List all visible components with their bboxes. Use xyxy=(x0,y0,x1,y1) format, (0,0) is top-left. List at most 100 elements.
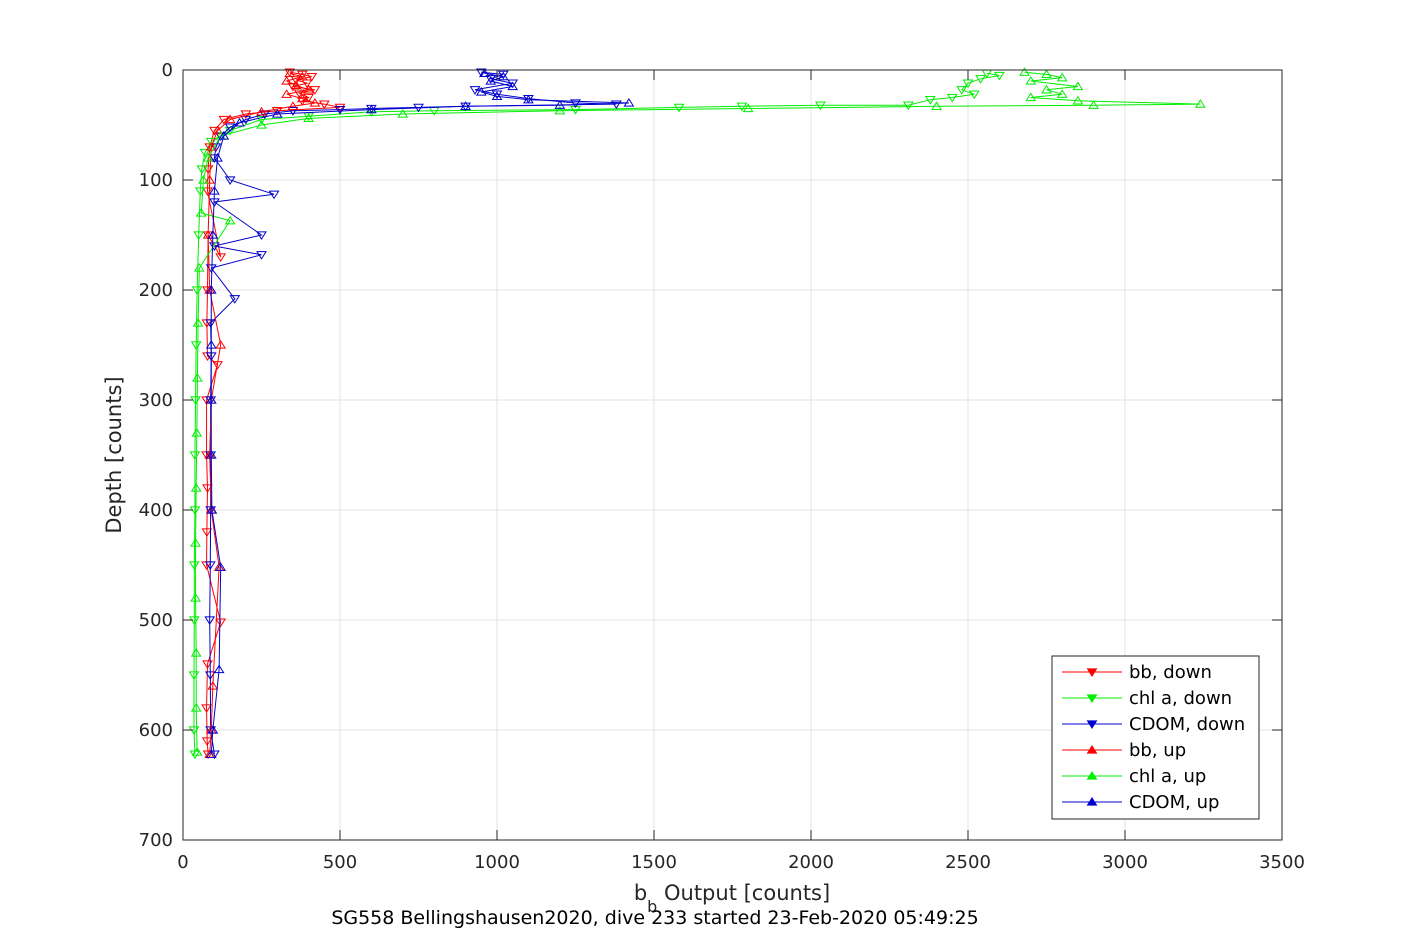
data-point xyxy=(205,749,217,758)
data-point xyxy=(475,87,487,96)
legend-label: bb, down xyxy=(1129,662,1212,683)
data-point xyxy=(296,71,308,81)
data-point xyxy=(303,84,315,94)
legend-label: CDOM, down xyxy=(1129,714,1245,735)
data-point xyxy=(479,68,490,77)
data-point xyxy=(968,90,980,100)
data-point xyxy=(199,148,211,158)
data-point xyxy=(554,105,566,115)
data-point xyxy=(485,76,497,85)
data-point xyxy=(202,750,214,760)
data-point xyxy=(956,86,968,95)
data-point xyxy=(284,68,296,77)
data-point xyxy=(240,115,252,125)
data-point xyxy=(924,96,936,105)
data-point xyxy=(460,101,472,110)
data-point xyxy=(736,102,748,112)
data-point xyxy=(224,176,236,185)
data-point xyxy=(256,120,267,129)
data-point xyxy=(296,93,308,103)
data-point xyxy=(491,91,503,101)
figure-footer: SG558 Bellingshausen2020, dive 233 start… xyxy=(331,907,978,929)
data-point xyxy=(191,747,203,756)
data-point xyxy=(570,99,581,108)
data-point xyxy=(192,373,203,382)
data-point xyxy=(201,704,212,713)
data-point xyxy=(623,98,635,107)
data-point xyxy=(306,72,318,82)
plot-frame xyxy=(182,69,1283,841)
data-point xyxy=(234,117,245,127)
data-point xyxy=(202,153,214,162)
x-tick-label: 1000 xyxy=(474,852,520,873)
legend-marker xyxy=(1086,720,1098,729)
data-point xyxy=(190,538,201,547)
data-point xyxy=(191,428,203,437)
data-point xyxy=(213,664,225,674)
data-point xyxy=(507,81,519,91)
legend-marker xyxy=(1086,694,1098,703)
series-4 xyxy=(190,67,1206,756)
x-axis-label-main: b xyxy=(634,881,647,905)
data-point xyxy=(303,113,315,123)
legend-marker xyxy=(1086,745,1098,754)
data-point xyxy=(554,100,566,109)
data-point xyxy=(215,618,227,628)
legend-marker xyxy=(1086,771,1098,780)
data-point xyxy=(207,725,219,734)
series-0 xyxy=(201,68,346,760)
data-point xyxy=(206,505,218,514)
data-point xyxy=(190,593,201,602)
series-1 xyxy=(188,69,1005,760)
x-axis-label-rest: Output [counts] xyxy=(657,881,830,905)
y-axis-label: Depth [counts] xyxy=(102,376,126,533)
data-point xyxy=(212,153,223,162)
data-point xyxy=(1019,67,1030,76)
data-point xyxy=(193,231,205,240)
data-point xyxy=(224,114,236,124)
data-point xyxy=(902,101,914,111)
series-layer xyxy=(188,67,1206,760)
data-point xyxy=(193,263,205,272)
data-point xyxy=(293,89,305,99)
data-point xyxy=(207,681,219,690)
legend-label: chl a, up xyxy=(1129,766,1206,787)
data-point xyxy=(212,125,223,135)
data-point xyxy=(287,101,299,110)
legend-box xyxy=(1051,655,1260,820)
y-tick-label: 500 xyxy=(139,610,173,631)
data-point xyxy=(218,115,230,125)
x-tick-label: 0 xyxy=(177,852,188,873)
x-axis-label-subscript: b xyxy=(647,897,657,916)
data-point xyxy=(287,82,299,92)
data-point xyxy=(196,165,208,174)
data-point xyxy=(208,126,220,136)
x-tick-label: 2000 xyxy=(788,852,834,873)
data-point xyxy=(204,616,216,625)
data-point xyxy=(218,131,230,140)
data-point xyxy=(522,94,534,104)
data-point xyxy=(281,76,293,85)
series-line xyxy=(209,71,617,755)
data-point xyxy=(815,101,826,111)
data-point xyxy=(281,89,293,98)
data-point xyxy=(497,70,509,80)
data-point xyxy=(205,285,217,294)
data-point xyxy=(271,107,283,116)
data-point xyxy=(204,561,216,570)
x-tick-label: 2500 xyxy=(945,852,991,873)
data-point xyxy=(469,86,481,95)
data-point xyxy=(188,561,200,570)
data-point xyxy=(334,105,346,115)
data-point xyxy=(1041,69,1052,79)
data-point xyxy=(931,101,943,110)
data-point xyxy=(1194,99,1206,108)
data-point xyxy=(215,340,227,349)
legend-label: CDOM, up xyxy=(1129,792,1219,813)
data-point xyxy=(205,395,217,404)
data-point xyxy=(215,562,227,571)
x-tick-label: 500 xyxy=(323,852,357,873)
data-point xyxy=(1072,95,1084,105)
legend-marker xyxy=(1086,668,1098,677)
data-point xyxy=(204,175,216,184)
